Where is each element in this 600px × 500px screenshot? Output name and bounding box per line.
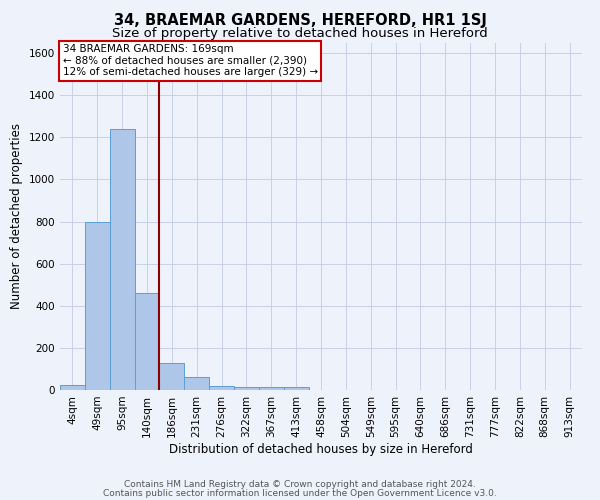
Text: Contains HM Land Registry data © Crown copyright and database right 2024.: Contains HM Land Registry data © Crown c…: [124, 480, 476, 489]
Bar: [60, 386, 85, 390]
Y-axis label: Number of detached properties: Number of detached properties: [10, 123, 23, 309]
Bar: [85, 222, 110, 390]
Text: 34, BRAEMAR GARDENS, HEREFORD, HR1 1SJ: 34, BRAEMAR GARDENS, HEREFORD, HR1 1SJ: [113, 12, 487, 28]
Bar: [234, 387, 259, 390]
Bar: [209, 386, 234, 390]
X-axis label: Distribution of detached houses by size in Hereford: Distribution of detached houses by size …: [169, 442, 473, 456]
Bar: [259, 388, 284, 390]
Text: Contains public sector information licensed under the Open Government Licence v3: Contains public sector information licen…: [103, 488, 497, 498]
Text: Size of property relative to detached houses in Hereford: Size of property relative to detached ho…: [112, 28, 488, 40]
Bar: [184, 378, 209, 390]
Bar: [160, 362, 184, 390]
Text: 34 BRAEMAR GARDENS: 169sqm
← 88% of detached houses are smaller (2,390)
12% of s: 34 BRAEMAR GARDENS: 169sqm ← 88% of deta…: [62, 44, 318, 78]
Bar: [110, 129, 134, 390]
Bar: [284, 388, 308, 390]
Bar: [134, 293, 160, 390]
